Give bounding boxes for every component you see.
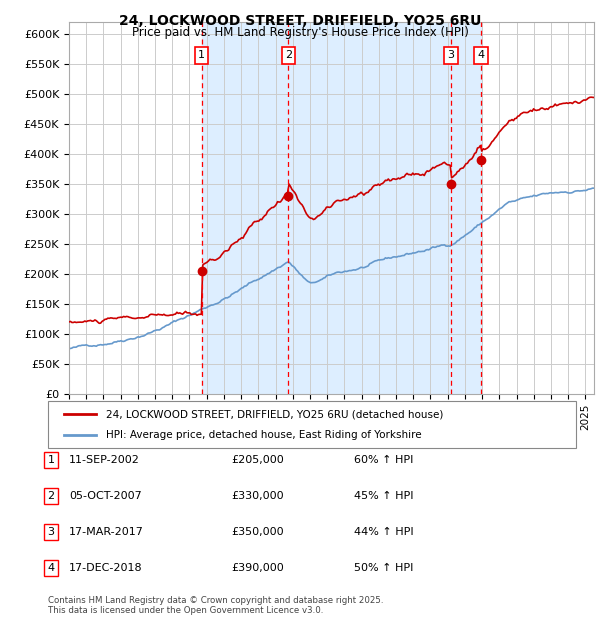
- Text: £390,000: £390,000: [231, 563, 284, 573]
- Text: Contains HM Land Registry data © Crown copyright and database right 2025.
This d: Contains HM Land Registry data © Crown c…: [48, 596, 383, 615]
- Text: HPI: Average price, detached house, East Riding of Yorkshire: HPI: Average price, detached house, East…: [106, 430, 422, 440]
- Text: Price paid vs. HM Land Registry's House Price Index (HPI): Price paid vs. HM Land Registry's House …: [131, 26, 469, 39]
- Bar: [202, 22, 481, 394]
- Text: 2: 2: [285, 50, 292, 60]
- Text: 45% ↑ HPI: 45% ↑ HPI: [354, 491, 413, 501]
- Text: 05-OCT-2007: 05-OCT-2007: [69, 491, 142, 501]
- Text: £350,000: £350,000: [231, 527, 284, 537]
- Text: 11-SEP-2002: 11-SEP-2002: [69, 455, 140, 465]
- Text: £330,000: £330,000: [231, 491, 284, 501]
- Text: 3: 3: [448, 50, 455, 60]
- Text: 4: 4: [478, 50, 485, 60]
- Text: £205,000: £205,000: [231, 455, 284, 465]
- Text: 1: 1: [47, 455, 55, 465]
- Text: 17-MAR-2017: 17-MAR-2017: [69, 527, 144, 537]
- Text: 24, LOCKWOOD STREET, DRIFFIELD, YO25 6RU (detached house): 24, LOCKWOOD STREET, DRIFFIELD, YO25 6RU…: [106, 409, 443, 419]
- Text: 60% ↑ HPI: 60% ↑ HPI: [354, 455, 413, 465]
- Text: 4: 4: [47, 563, 55, 573]
- Text: 2: 2: [47, 491, 55, 501]
- Text: 44% ↑ HPI: 44% ↑ HPI: [354, 527, 413, 537]
- Text: 50% ↑ HPI: 50% ↑ HPI: [354, 563, 413, 573]
- Text: 3: 3: [47, 527, 55, 537]
- FancyBboxPatch shape: [48, 401, 576, 448]
- Text: 17-DEC-2018: 17-DEC-2018: [69, 563, 143, 573]
- Text: 24, LOCKWOOD STREET, DRIFFIELD, YO25 6RU: 24, LOCKWOOD STREET, DRIFFIELD, YO25 6RU: [119, 14, 481, 28]
- Text: 1: 1: [198, 50, 205, 60]
